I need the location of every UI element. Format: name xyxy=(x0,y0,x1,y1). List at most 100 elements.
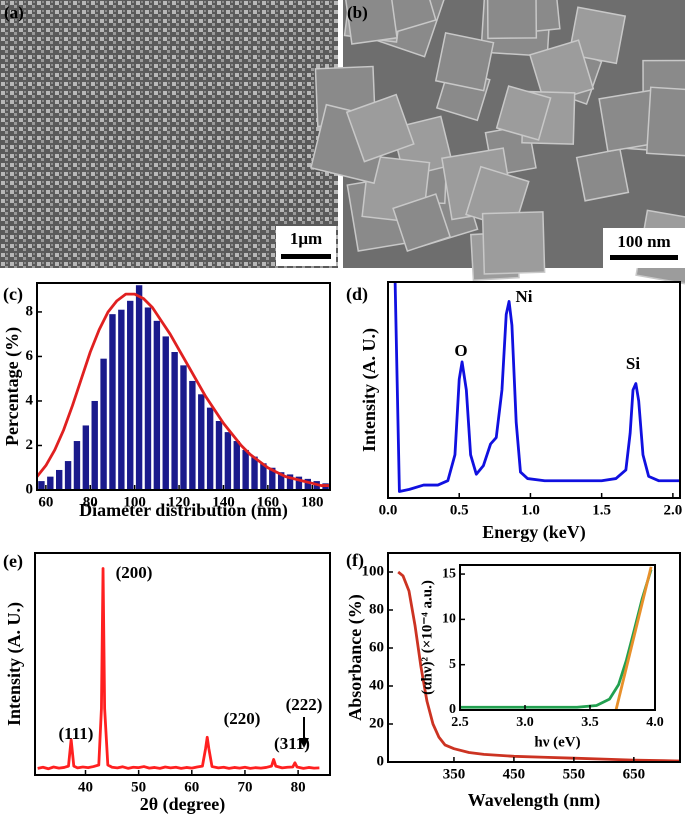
peak-label: (222) xyxy=(286,695,323,714)
axes-frame xyxy=(34,552,331,776)
x-tick-label: 450 xyxy=(503,766,526,782)
data-line xyxy=(614,566,653,711)
y-tick-label: 0 xyxy=(377,753,385,769)
bar xyxy=(38,481,45,490)
bar xyxy=(198,394,205,490)
bar xyxy=(189,380,196,490)
peak-label: O xyxy=(454,341,467,360)
data-line xyxy=(397,570,681,763)
bar xyxy=(171,352,178,490)
x-tick-label: 120 xyxy=(168,494,191,510)
bar xyxy=(242,449,249,490)
x-tick-label: 60 xyxy=(184,779,199,795)
axes-frame xyxy=(387,552,681,763)
cube xyxy=(392,193,452,253)
bar xyxy=(180,365,187,490)
axes-frame xyxy=(459,564,656,711)
x-tick-label: 1.0 xyxy=(521,502,540,518)
y-tick-label: 0 xyxy=(26,481,34,497)
bar xyxy=(162,336,169,490)
data-line xyxy=(35,292,330,487)
bar xyxy=(260,463,267,490)
plot-area xyxy=(460,565,655,710)
data-line xyxy=(393,281,680,493)
peak-label: Ni xyxy=(516,287,533,306)
x-tick-label: 160 xyxy=(257,494,280,510)
x-tick-label: 1.5 xyxy=(592,502,611,518)
y-axis-label: (αhν)² (×10⁻⁴ a.u.) xyxy=(419,580,435,695)
bar xyxy=(91,400,98,490)
bar xyxy=(295,476,303,490)
x-tick-label: 550 xyxy=(563,766,586,782)
bar xyxy=(64,461,72,490)
y-tick-label: 15 xyxy=(442,566,456,581)
y-axis-label: Intensity (A. U.) xyxy=(359,328,380,452)
y-tick-label: 60 xyxy=(369,639,384,655)
arrow-head xyxy=(299,738,309,748)
x-tick-label: 3.0 xyxy=(516,715,534,730)
data-line xyxy=(37,567,320,771)
cube xyxy=(575,148,630,202)
x-tick-label: 80 xyxy=(291,779,306,795)
y-tick-label: 40 xyxy=(369,677,384,693)
bar xyxy=(127,300,134,490)
bar xyxy=(286,474,294,490)
y-tick-label: 5 xyxy=(449,657,456,672)
y-tick-label: 4 xyxy=(26,392,34,408)
bar xyxy=(304,478,311,490)
x-tick-label: 0.0 xyxy=(379,502,398,518)
x-tick-label: 40 xyxy=(78,779,93,795)
scale-bar xyxy=(281,254,331,259)
bar xyxy=(251,456,258,490)
cube xyxy=(495,85,552,141)
plot-area xyxy=(35,553,330,775)
peak-label: Si xyxy=(626,354,640,373)
x-tick-label: 70 xyxy=(237,779,252,795)
y-tick-label: 0 xyxy=(449,702,456,717)
x-axis-label: 2θ (degree) xyxy=(140,794,226,815)
cube xyxy=(645,86,685,159)
scale-box xyxy=(276,226,336,266)
x-tick-label: 80 xyxy=(83,494,98,510)
y-tick-label: 100 xyxy=(362,563,385,579)
y-axis-label: Intensity (A. U.) xyxy=(4,602,25,726)
panel-label: (a) xyxy=(4,3,24,22)
cube xyxy=(486,0,538,40)
x-tick-label: 350 xyxy=(443,766,466,782)
y-tick-label: 2 xyxy=(26,437,34,453)
bar xyxy=(73,441,81,490)
x-tick-label: 2.5 xyxy=(451,715,469,730)
panel-label: (c) xyxy=(3,284,23,305)
x-tick-label: 4.0 xyxy=(646,715,664,730)
cube xyxy=(568,6,627,65)
x-tick-label: 3.5 xyxy=(581,715,599,730)
cube xyxy=(434,31,495,92)
x-axis-label: hν (eV) xyxy=(534,734,580,750)
bar xyxy=(277,472,285,490)
scale-bar-label: 100 nm xyxy=(617,232,670,251)
peak-label: (200) xyxy=(116,563,153,582)
y-tick-label: 20 xyxy=(369,715,384,731)
bar xyxy=(153,320,161,490)
axes-frame xyxy=(387,281,681,499)
x-tick-label: 60 xyxy=(38,494,53,510)
cube xyxy=(344,0,398,45)
bar xyxy=(100,358,107,490)
panel-label: (e) xyxy=(3,551,23,572)
cube xyxy=(345,93,415,163)
y-tick-label: 8 xyxy=(26,303,34,319)
x-tick-label: 0.5 xyxy=(450,502,469,518)
bar xyxy=(144,307,152,490)
x-tick-label: 650 xyxy=(623,766,646,782)
scale-bar xyxy=(610,255,678,260)
x-axis-label: Wavelength (nm) xyxy=(468,790,601,811)
x-tick-label: 50 xyxy=(131,779,146,795)
scale-bar-label: 1μm xyxy=(290,229,322,248)
peak-label: (220) xyxy=(224,709,261,728)
x-axis-label: Energy (keV) xyxy=(482,522,585,543)
bar xyxy=(56,469,63,490)
x-tick-label: 100 xyxy=(123,494,146,510)
cubes xyxy=(310,0,685,288)
x-axis-label: Diameter distribution (nm) xyxy=(79,500,288,521)
